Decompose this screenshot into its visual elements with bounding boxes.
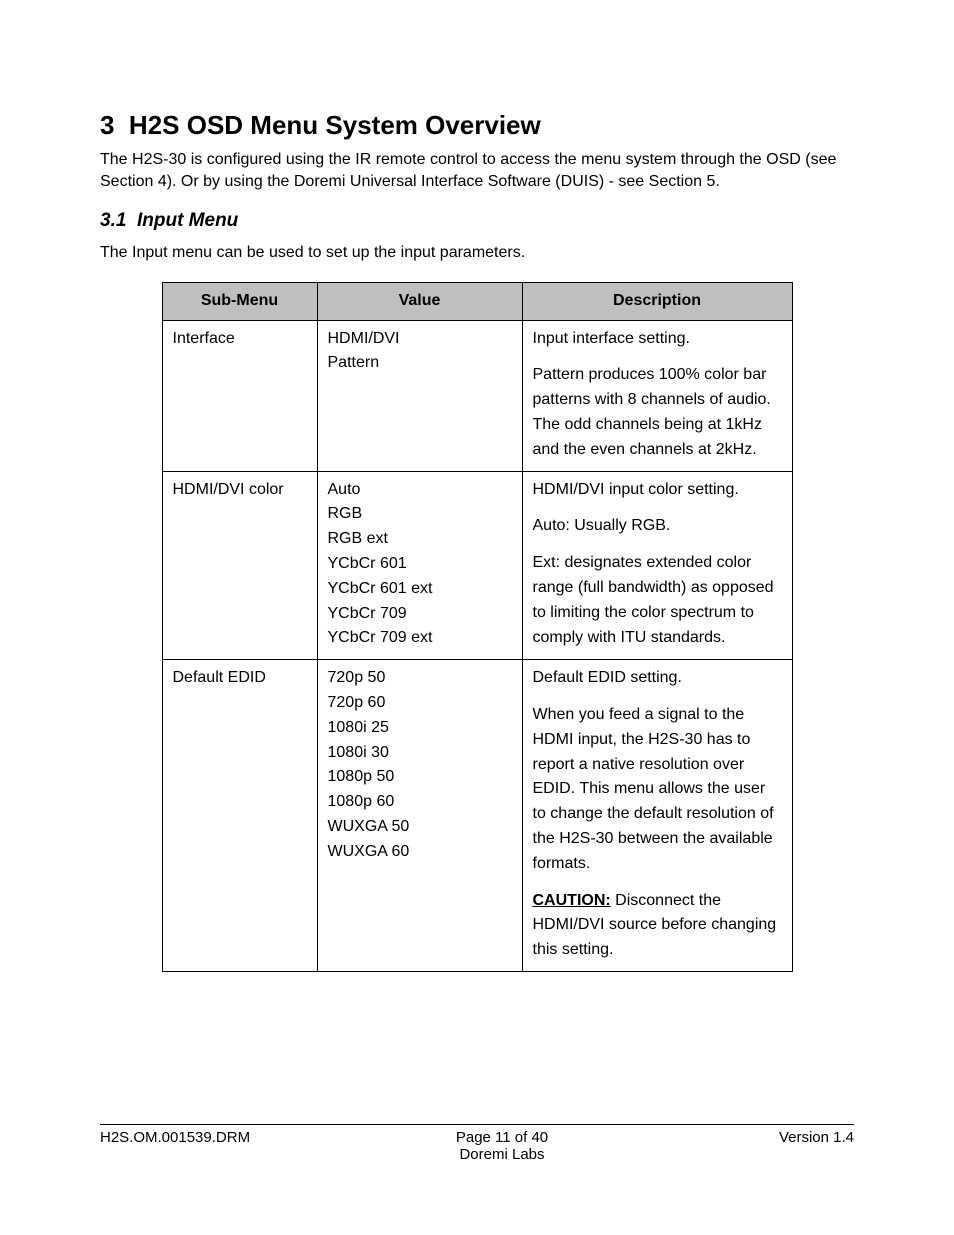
col-header-value: Value <box>317 282 522 320</box>
subsection-title-text: Input Menu <box>137 210 238 231</box>
footer-center: Page 11 of 40 Doremi Labs <box>300 1129 704 1163</box>
description-paragraph: When you feed a signal to the HDMI input… <box>533 703 782 877</box>
description-paragraph: Pattern produces 100% color bar patterns… <box>533 363 782 462</box>
value-option: RGB <box>328 502 512 527</box>
section-heading: 3 H2S OSD Menu System Overview <box>100 110 854 141</box>
value-option: 1080i 25 <box>328 716 512 741</box>
cell-submenu: HDMI/DVI color <box>162 471 317 660</box>
col-header-submenu: Sub-Menu <box>162 282 317 320</box>
value-option: WUXGA 60 <box>328 840 512 865</box>
table-row: Default EDID720p 50720p 601080i 251080i … <box>162 660 792 972</box>
cell-submenu: Default EDID <box>162 660 317 972</box>
description-paragraph: CAUTION: Disconnect the HDMI/DVI source … <box>533 889 782 963</box>
caution-label: CAUTION: <box>533 892 611 909</box>
description-paragraph: Input interface setting. <box>533 327 782 352</box>
section-number: 3 <box>100 110 114 140</box>
description-paragraph: Default EDID setting. <box>533 666 782 691</box>
col-header-description: Description <box>522 282 792 320</box>
cell-value: 720p 50720p 601080i 251080i 301080p 5010… <box>317 660 522 972</box>
footer-company: Doremi Labs <box>300 1146 704 1163</box>
section-intro: The H2S-30 is configured using the IR re… <box>100 149 854 192</box>
value-option: 1080i 30 <box>328 741 512 766</box>
document-page: 3 H2S OSD Menu System Overview The H2S-3… <box>0 0 954 1235</box>
section-title-text: H2S OSD Menu System Overview <box>129 110 541 140</box>
input-menu-table: Sub-Menu Value Description InterfaceHDMI… <box>162 282 793 972</box>
value-option: Auto <box>328 478 512 503</box>
footer-rule <box>100 1124 854 1125</box>
subsection-number: 3.1 <box>100 210 126 231</box>
value-option: WUXGA 50 <box>328 815 512 840</box>
value-option: 1080p 50 <box>328 765 512 790</box>
value-option: Pattern <box>328 351 512 376</box>
cell-value: AutoRGBRGB extYCbCr 601YCbCr 601 extYCbC… <box>317 471 522 660</box>
value-option: YCbCr 709 ext <box>328 626 512 651</box>
subsection-intro: The Input menu can be used to set up the… <box>100 242 854 264</box>
footer-doc-id: H2S.OM.001539.DRM <box>100 1129 300 1163</box>
table-row: InterfaceHDMI/DVIPatternInput interface … <box>162 320 792 471</box>
description-paragraph: HDMI/DVI input color setting. <box>533 478 782 503</box>
value-option: YCbCr 709 <box>328 602 512 627</box>
cell-description: HDMI/DVI input color setting. Auto: Usual… <box>522 471 792 660</box>
footer-row: H2S.OM.001539.DRM Page 11 of 40 Doremi L… <box>100 1129 854 1163</box>
page-footer: H2S.OM.001539.DRM Page 11 of 40 Doremi L… <box>100 1124 854 1163</box>
value-option: YCbCr 601 ext <box>328 577 512 602</box>
value-option: 720p 60 <box>328 691 512 716</box>
cell-submenu: Interface <box>162 320 317 471</box>
footer-version: Version 1.4 <box>704 1129 854 1163</box>
cell-value: HDMI/DVIPattern <box>317 320 522 471</box>
table-body: InterfaceHDMI/DVIPatternInput interface … <box>162 320 792 971</box>
value-option: RGB ext <box>328 527 512 552</box>
description-paragraph: Auto: Usually RGB. <box>533 514 782 539</box>
value-option: 1080p 60 <box>328 790 512 815</box>
table-row: HDMI/DVI colorAutoRGBRGB extYCbCr 601YCb… <box>162 471 792 660</box>
value-option: HDMI/DVI <box>328 327 512 352</box>
cell-description: Input interface setting. Pattern produces… <box>522 320 792 471</box>
value-option: 720p 50 <box>328 666 512 691</box>
subsection-heading: 3.1 Input Menu <box>100 210 854 232</box>
cell-description: Default EDID setting. When you feed a sig… <box>522 660 792 972</box>
footer-page-label: Page 11 of 40 <box>300 1129 704 1146</box>
table-header-row: Sub-Menu Value Description <box>162 282 792 320</box>
value-option: YCbCr 601 <box>328 552 512 577</box>
description-paragraph: Ext: designates extended color range (fu… <box>533 551 782 650</box>
